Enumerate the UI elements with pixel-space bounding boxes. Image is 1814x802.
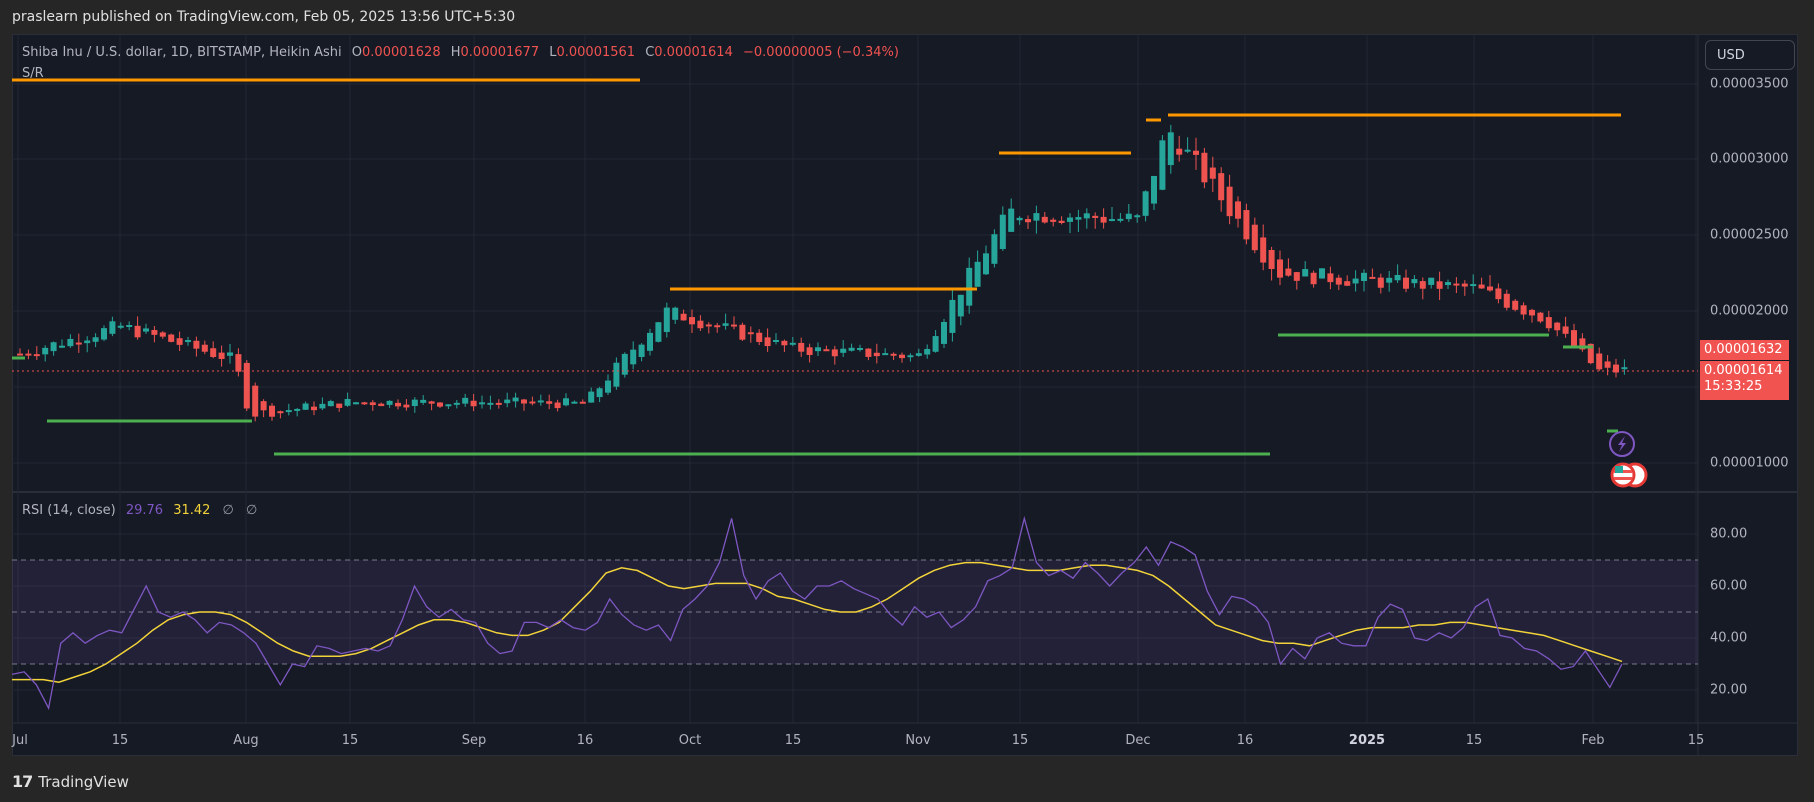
prev-price-tag: 0.00001632 bbox=[1700, 340, 1789, 360]
price-label: 0.00003500 bbox=[1710, 76, 1789, 92]
rsi-line bbox=[11, 515, 1623, 711]
time-label: Sep bbox=[461, 733, 487, 748]
time-label: Aug bbox=[233, 733, 259, 748]
footer: 17 TradingView bbox=[12, 772, 129, 791]
time-label: 15 bbox=[1687, 733, 1705, 748]
time-label: 15 bbox=[341, 733, 359, 748]
time-label: 15 bbox=[784, 733, 802, 748]
rsi-axis-label: 20.00 bbox=[1710, 682, 1748, 698]
time-label: Feb bbox=[1581, 733, 1605, 748]
rsi-value: 29.76 bbox=[125, 503, 164, 518]
change-value: −0.00000005 (−0.34%) bbox=[743, 45, 899, 60]
rsi-ma-line bbox=[12, 561, 1623, 683]
currency-button[interactable]: USD bbox=[1705, 40, 1795, 70]
time-label: 15 bbox=[111, 733, 129, 748]
sr-indicator-label[interactable]: S/R bbox=[22, 66, 44, 81]
grid bbox=[12, 35, 1698, 723]
time-label: 16 bbox=[576, 733, 594, 748]
time-label: Nov bbox=[905, 733, 931, 748]
high-value: 0.00001677 bbox=[460, 45, 540, 60]
rsi-axis-label: 60.00 bbox=[1710, 578, 1748, 594]
candlestick-series bbox=[17, 124, 1628, 422]
time-label: 16 bbox=[1236, 733, 1254, 748]
low-value: 0.00001561 bbox=[556, 45, 636, 60]
publisher-caption: praslearn published on TradingView.com, … bbox=[12, 9, 516, 25]
time-label: 2025 bbox=[1348, 733, 1386, 748]
price-label: 0.00001000 bbox=[1710, 455, 1789, 471]
rsi-ma-value: 31.42 bbox=[173, 503, 211, 518]
us-flag-event-icon[interactable] bbox=[1610, 462, 1648, 488]
price-label: 0.00002500 bbox=[1710, 227, 1789, 243]
null-icon: ∅ bbox=[246, 503, 258, 518]
open-value: 0.00001628 bbox=[362, 45, 441, 60]
time-label: Dec bbox=[1125, 733, 1151, 748]
null-icon: ∅ bbox=[222, 503, 234, 518]
symbol-title: Shiba Inu / U.S. dollar, 1D, BITSTAMP, H… bbox=[22, 45, 342, 60]
price-label: 0.00003000 bbox=[1710, 151, 1789, 167]
sr-lines bbox=[12, 78, 1621, 456]
time-label: 15 bbox=[1465, 733, 1483, 748]
brand-name: TradingView bbox=[38, 772, 129, 791]
close-label: C bbox=[645, 45, 655, 60]
low-label: L bbox=[549, 45, 557, 60]
last-price-tag: 0.00001614 15:33:25 bbox=[1700, 361, 1789, 400]
bar-countdown: 15:33:25 bbox=[1704, 379, 1763, 394]
high-label: H bbox=[450, 45, 461, 60]
lightning-event-icon[interactable] bbox=[1609, 431, 1635, 457]
last-price-value: 0.00001614 bbox=[1704, 363, 1783, 378]
tradingview-logo-icon: 17 bbox=[12, 772, 33, 791]
time-label: Oct bbox=[678, 733, 702, 748]
rsi-axis-label: 40.00 bbox=[1710, 630, 1748, 646]
open-label: O bbox=[351, 45, 363, 60]
rsi-legend[interactable]: RSI (14, close) 29.76 31.42 ∅ ∅ bbox=[22, 503, 257, 518]
close-value: 0.00001614 bbox=[654, 45, 733, 60]
rsi-title: RSI (14, close) bbox=[22, 503, 116, 518]
time-label: Jul bbox=[12, 733, 28, 748]
symbol-legend[interactable]: Shiba Inu / U.S. dollar, 1D, BITSTAMP, H… bbox=[22, 45, 899, 60]
rsi-axis-label: 80.00 bbox=[1710, 526, 1748, 542]
price-label: 0.00002000 bbox=[1710, 303, 1789, 319]
time-label: 15 bbox=[1011, 733, 1029, 748]
